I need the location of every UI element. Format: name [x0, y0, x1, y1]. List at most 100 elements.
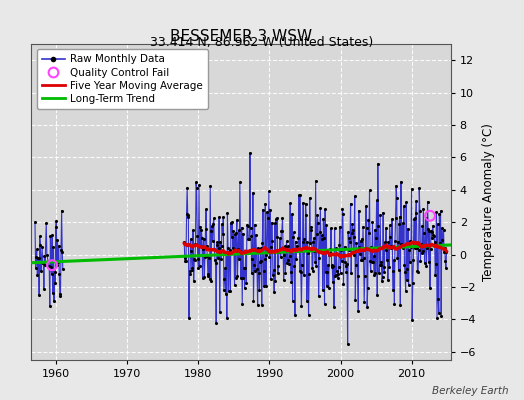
Point	[434, 310, 443, 316]
Point	[292, 256, 300, 262]
Point	[191, 241, 200, 248]
Point	[383, 244, 391, 250]
Text: Berkeley Earth: Berkeley Earth	[432, 386, 508, 396]
Point	[31, 219, 39, 226]
Point	[237, 224, 246, 231]
Point	[372, 235, 380, 242]
Point	[54, 258, 62, 265]
Point	[234, 246, 242, 253]
Point	[246, 225, 255, 231]
Point	[397, 178, 405, 185]
Point	[285, 261, 293, 267]
Point	[324, 262, 332, 268]
Point	[188, 267, 196, 273]
Point	[436, 239, 444, 246]
Point	[324, 284, 333, 291]
Point	[323, 268, 332, 275]
Point	[231, 231, 239, 237]
Point	[32, 254, 40, 260]
Point	[402, 199, 410, 206]
Point	[422, 262, 431, 269]
Point	[211, 257, 219, 264]
Point	[261, 201, 269, 207]
Point	[281, 243, 289, 250]
Point	[256, 259, 264, 265]
Point	[42, 252, 51, 258]
Point	[354, 308, 363, 314]
Point	[56, 293, 64, 299]
Point	[377, 262, 385, 268]
Point	[437, 312, 445, 319]
Point	[351, 193, 359, 199]
Point	[382, 225, 390, 231]
Point	[364, 284, 372, 291]
Point	[319, 216, 328, 222]
Point	[305, 195, 314, 201]
Point	[384, 238, 392, 245]
Point	[391, 215, 400, 222]
Point	[356, 238, 365, 244]
Point	[434, 296, 442, 303]
Point	[192, 179, 200, 186]
Point	[58, 249, 67, 256]
Point	[300, 235, 309, 242]
Point	[40, 253, 49, 260]
Point	[317, 248, 325, 254]
Point	[386, 234, 395, 240]
Point	[255, 287, 264, 294]
Point	[348, 221, 356, 228]
Point	[420, 260, 429, 266]
Point	[246, 150, 254, 156]
Point	[204, 273, 213, 279]
Point	[264, 248, 272, 254]
Point	[381, 239, 389, 246]
Point	[362, 203, 370, 209]
Point	[430, 239, 439, 245]
Point	[232, 275, 240, 281]
Point	[253, 266, 261, 273]
Point	[414, 247, 423, 254]
Point	[189, 227, 197, 233]
Point	[195, 182, 203, 188]
Point	[407, 186, 416, 192]
Point	[47, 264, 55, 270]
Point	[243, 222, 251, 228]
Point	[396, 302, 405, 308]
Point	[224, 245, 232, 251]
Point	[402, 277, 411, 284]
Point	[245, 236, 253, 243]
Point	[359, 224, 367, 230]
Point	[42, 220, 50, 226]
Point	[374, 223, 383, 230]
Point	[48, 232, 57, 238]
Point	[241, 284, 249, 291]
Point	[247, 233, 255, 239]
Point	[389, 287, 397, 294]
Point	[245, 236, 254, 243]
Point	[291, 238, 300, 245]
Point	[385, 264, 393, 270]
Point	[50, 269, 59, 275]
Point	[424, 226, 432, 232]
Point	[333, 270, 342, 277]
Point	[283, 243, 292, 250]
Point	[339, 211, 347, 217]
Point	[343, 340, 352, 347]
Point	[301, 244, 309, 251]
Point	[31, 264, 40, 271]
Point	[238, 230, 247, 237]
Point	[194, 264, 203, 271]
Point	[406, 259, 414, 266]
Point	[269, 267, 278, 274]
Point	[254, 302, 262, 308]
Point	[383, 257, 391, 264]
Point	[299, 239, 307, 246]
Point	[349, 227, 357, 233]
Point	[293, 248, 301, 254]
Point	[213, 242, 221, 248]
Point	[419, 248, 427, 254]
Point	[332, 245, 341, 251]
Point	[318, 232, 326, 239]
Point	[52, 218, 60, 224]
Point	[297, 269, 305, 276]
